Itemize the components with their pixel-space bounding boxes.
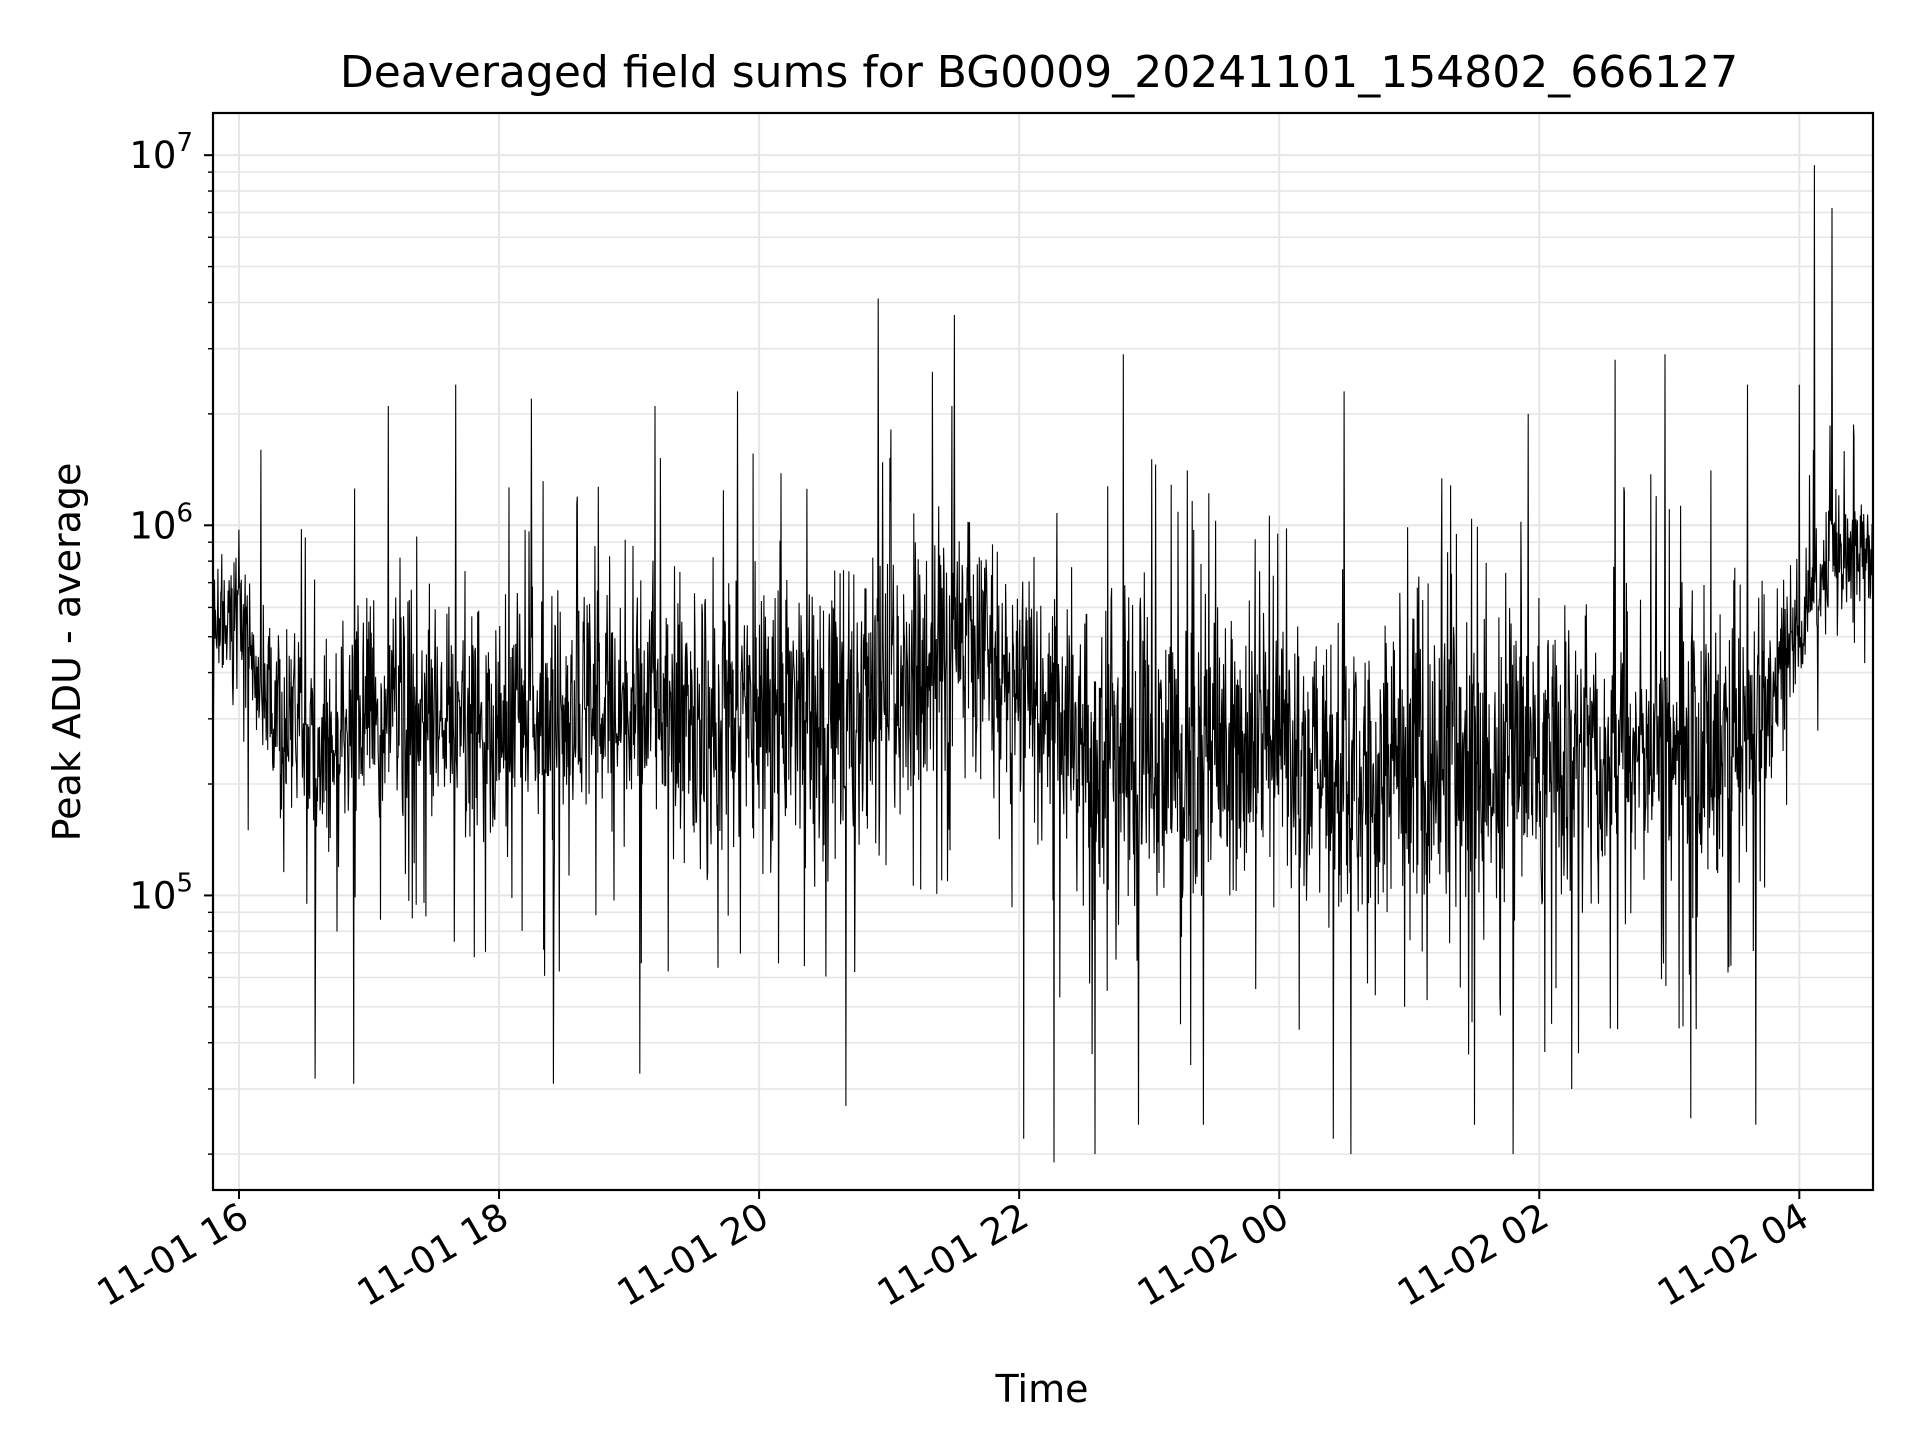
y-axis-label: Peak ADU - average	[45, 463, 89, 842]
plot-frame	[211, 111, 1875, 1192]
chart-title: Deaveraged field sums for BG0009_2024110…	[340, 47, 1738, 98]
x-axis-label: Time	[995, 1367, 1089, 1411]
y-tick-label: 107	[129, 128, 193, 177]
series-path	[212, 165, 1874, 1163]
plot-area	[211, 111, 1875, 1192]
y-tick-label: 106	[129, 498, 193, 547]
gridlines	[213, 113, 1873, 1190]
y-axis: 105 106 107	[129, 128, 213, 1155]
y-tick-label: 105	[129, 868, 193, 917]
series-line	[212, 165, 1874, 1163]
